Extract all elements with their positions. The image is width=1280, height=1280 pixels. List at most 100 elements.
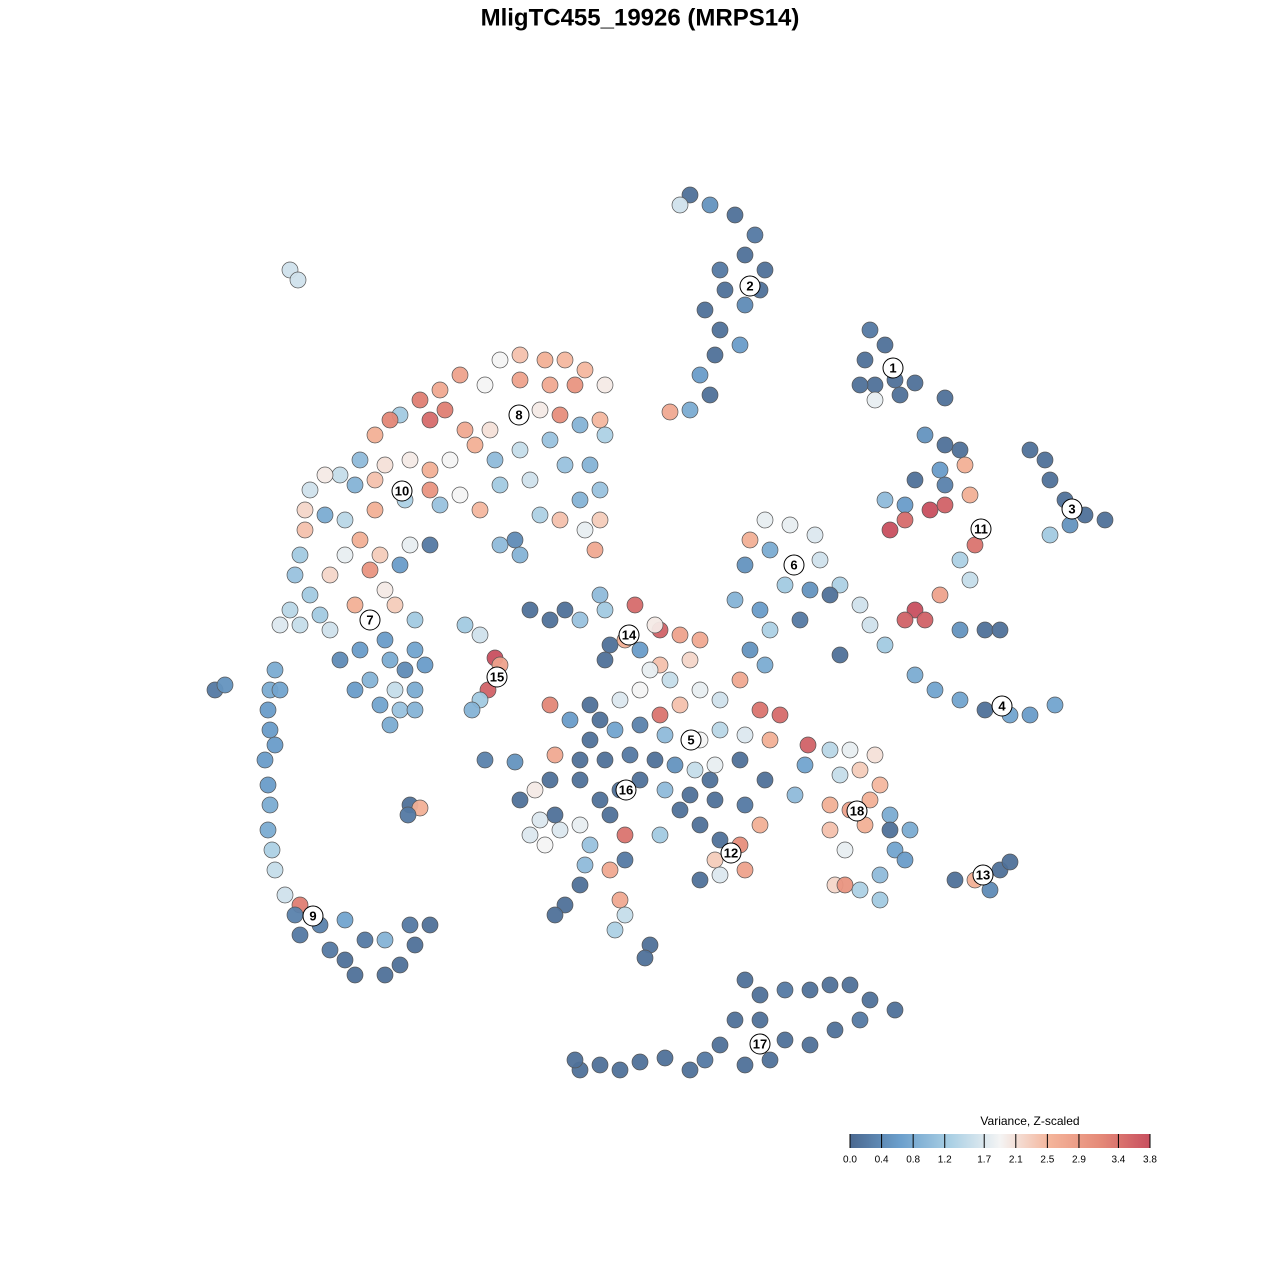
point (631, 716, 649, 734)
point (541, 696, 559, 714)
colorbar-bar (850, 1134, 1150, 1148)
point (906, 374, 924, 392)
point (541, 431, 559, 449)
point (536, 836, 554, 854)
point (851, 881, 869, 899)
point (366, 426, 384, 444)
point (661, 403, 679, 421)
point (626, 596, 644, 614)
point (571, 416, 589, 434)
point (701, 771, 719, 789)
point (861, 616, 879, 634)
point (416, 656, 434, 674)
point (321, 941, 339, 959)
point (271, 616, 289, 634)
point (316, 506, 334, 524)
point (806, 526, 824, 544)
point (691, 871, 709, 889)
point (291, 546, 309, 564)
point (331, 651, 349, 669)
cluster-label: 17 (753, 1036, 767, 1051)
point (1061, 516, 1079, 534)
point (751, 986, 769, 1004)
point (641, 661, 659, 679)
cluster-label-badge (391, 480, 413, 502)
colorbar-tick-label: 0.4 (875, 1155, 889, 1166)
point (391, 701, 409, 719)
colorbar-tick-label: 3.4 (1111, 1155, 1125, 1166)
cluster-label-badge (302, 905, 324, 927)
cluster-label-badge (618, 624, 640, 646)
point (936, 389, 954, 407)
point (961, 571, 979, 589)
point (376, 931, 394, 949)
point (991, 621, 1009, 639)
point (556, 896, 574, 914)
point (351, 531, 369, 549)
point (421, 536, 439, 554)
point (736, 861, 754, 879)
point (506, 753, 524, 771)
point (851, 596, 869, 614)
cluster-label-badge (749, 1033, 771, 1055)
point (521, 471, 539, 489)
point (756, 771, 774, 789)
point (296, 521, 314, 539)
point (736, 296, 754, 314)
cluster-label: 14 (622, 627, 637, 642)
point (311, 606, 329, 624)
point (266, 661, 284, 679)
point (756, 261, 774, 279)
point (491, 476, 509, 494)
point (631, 771, 649, 789)
point (671, 801, 689, 819)
point (259, 821, 277, 839)
point (421, 461, 439, 479)
point (406, 611, 424, 629)
point (881, 806, 899, 824)
point (376, 581, 394, 599)
point (491, 351, 509, 369)
point (631, 681, 649, 699)
point (681, 786, 699, 804)
point (611, 691, 629, 709)
point (431, 381, 449, 399)
point (731, 751, 749, 769)
point (771, 706, 789, 724)
point (601, 636, 619, 654)
point (756, 511, 774, 529)
point (401, 916, 419, 934)
point (671, 196, 689, 214)
point (891, 386, 909, 404)
point (366, 501, 384, 519)
point (1036, 451, 1054, 469)
point (776, 1031, 794, 1049)
point (386, 596, 404, 614)
point (366, 471, 384, 489)
point (961, 486, 979, 504)
point (551, 406, 569, 424)
cluster-label-badge (846, 800, 868, 822)
point (511, 346, 529, 364)
cluster-label: 15 (490, 669, 504, 684)
point (916, 611, 934, 629)
point (736, 796, 754, 814)
point (871, 776, 889, 794)
point (831, 576, 849, 594)
point (951, 691, 969, 709)
point (371, 546, 389, 564)
point (776, 576, 794, 594)
point (371, 696, 389, 714)
cluster-label-badge (720, 842, 742, 864)
point (761, 621, 779, 639)
point (289, 271, 307, 289)
point (671, 696, 689, 714)
point (601, 861, 619, 879)
point (566, 1051, 584, 1069)
cluster-label: 7 (366, 612, 373, 627)
point (406, 641, 424, 659)
colorbar-tick-label: 1.7 (977, 1155, 991, 1166)
point (1096, 511, 1114, 529)
cluster-label: 3 (1068, 501, 1075, 516)
point (611, 891, 629, 909)
